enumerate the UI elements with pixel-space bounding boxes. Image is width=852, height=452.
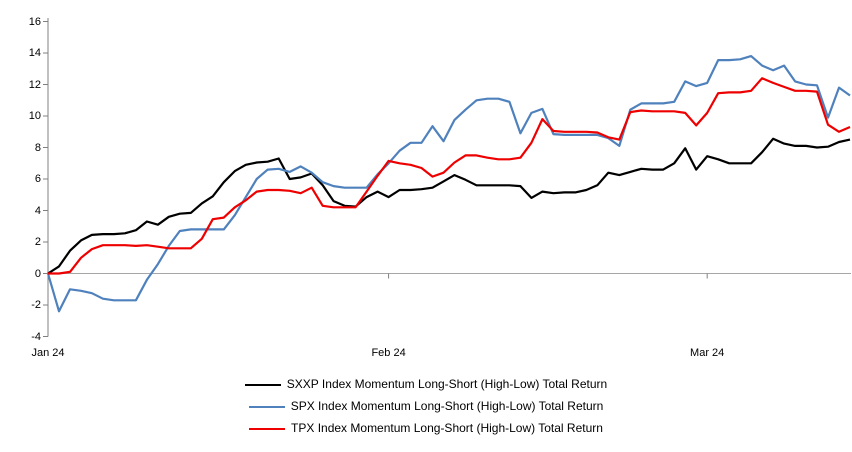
y-axis-tick-label: 6	[34, 173, 41, 185]
y-axis-tick-label: 2	[34, 236, 41, 248]
legend-label: SPX Index Momentum Long-Short (High-Low)…	[290, 399, 604, 413]
series-line-tpx	[48, 77, 851, 275]
y-axis-tick-label: 10	[28, 110, 41, 122]
y-axis-tick-label: 8	[34, 141, 41, 154]
x-axis-label: Jan 24	[31, 347, 65, 359]
x-axis-label: Feb 24	[371, 347, 406, 359]
y-axis-tick-label: 0	[34, 267, 41, 280]
legend-line-swatch	[249, 427, 286, 430]
chart-legend: SXXP Index Momentum Long-Short (High-Low…	[0, 377, 852, 436]
legend-label: SXXP Index Momentum Long-Short (High-Low…	[286, 377, 608, 391]
y-axis-tick-label: 14	[28, 47, 41, 59]
y-axis-tick-label: -2	[31, 299, 41, 311]
legend-item-sxxp: SXXP Index Momentum Long-Short (High-Low…	[244, 377, 608, 392]
legend-label: TPX Index Momentum Long-Short (High-Low)…	[291, 421, 603, 435]
y-axis-tick-label: 12	[28, 78, 41, 91]
y-axis-tick-label: -4	[31, 330, 41, 343]
y-axis-tick-label: 16	[28, 15, 41, 28]
y-axis-tick-label: 4	[34, 204, 41, 217]
x-axis-label: Mar 24	[690, 347, 725, 359]
legend-item-spx: SPX Index Momentum Long-Short (High-Low)…	[248, 399, 604, 414]
series-line-spx	[46, 54, 851, 313]
legend-line-swatch	[248, 405, 285, 408]
legend-item-tpx: TPX Index Momentum Long-Short (High-Low)…	[249, 421, 603, 436]
legend-line-swatch	[244, 383, 281, 386]
series-line-sxxp	[47, 137, 851, 275]
